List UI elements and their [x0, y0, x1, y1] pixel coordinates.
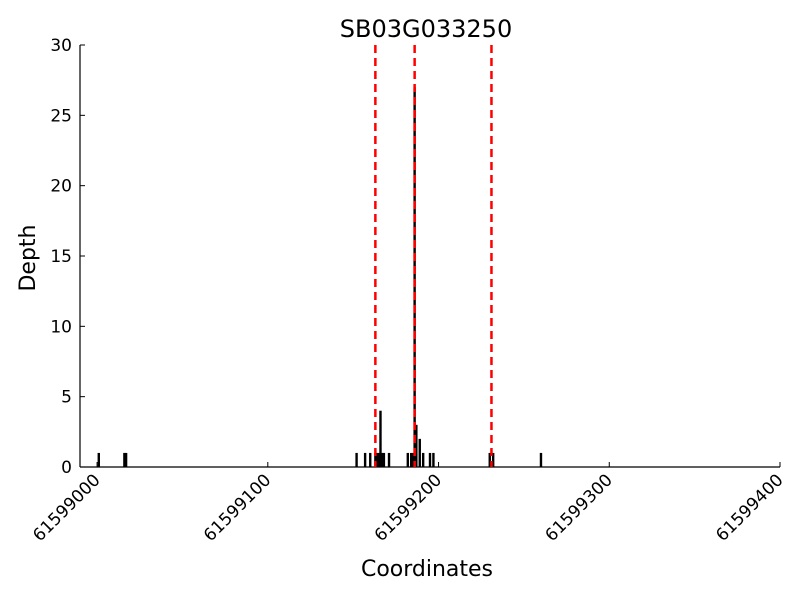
depth-bar [411, 452, 415, 467]
depth-bar [375, 452, 379, 467]
x-tick-label: 61599200 [371, 470, 446, 545]
x-tick-label: 61599300 [541, 470, 616, 545]
y-tick-label: 5 [61, 388, 72, 408]
y-tick-label: 30 [50, 36, 72, 56]
depth-bar [123, 452, 126, 467]
depth-bar [410, 452, 413, 467]
depth-bar [491, 452, 495, 467]
y-tick-label: 25 [50, 106, 72, 126]
x-tick-label: 61599100 [200, 470, 275, 545]
x-axis-label: Coordinates [361, 557, 493, 582]
depth-bar [539, 452, 543, 467]
depth-bar [374, 452, 377, 467]
depth-bar [428, 452, 432, 467]
depth-bar [380, 452, 384, 467]
depth-bar [97, 452, 100, 467]
plot-area: 0 5 10 15 20 25 30 61599000 61599100 61599200 6159… [29, 36, 787, 546]
depth-bar [363, 452, 367, 467]
depth-bar [387, 452, 391, 467]
depth-bar [432, 452, 435, 467]
x-tick-label: 61599000 [29, 470, 104, 545]
depth-bar [415, 424, 418, 467]
depth-bar [413, 87, 416, 467]
y-tick-label: 15 [50, 247, 72, 267]
depth-bar [377, 452, 380, 467]
depth-bar [382, 452, 386, 467]
depth-bar [369, 452, 372, 467]
depth-bar [418, 438, 421, 467]
depth-bar [355, 452, 358, 467]
y-tick-label: 10 [50, 317, 72, 337]
y-axis-label: Depth [16, 224, 41, 291]
depth-bar [421, 452, 425, 467]
depth-bar [488, 452, 491, 467]
chart-title: SB03G033250 [340, 15, 512, 43]
depth-bar [406, 452, 410, 467]
y-tick-label: 0 [61, 458, 72, 478]
depth-bar [379, 410, 382, 467]
depth-bar [124, 452, 128, 467]
x-tick-label: 61599400 [712, 470, 787, 545]
y-tick-label: 20 [50, 177, 72, 197]
